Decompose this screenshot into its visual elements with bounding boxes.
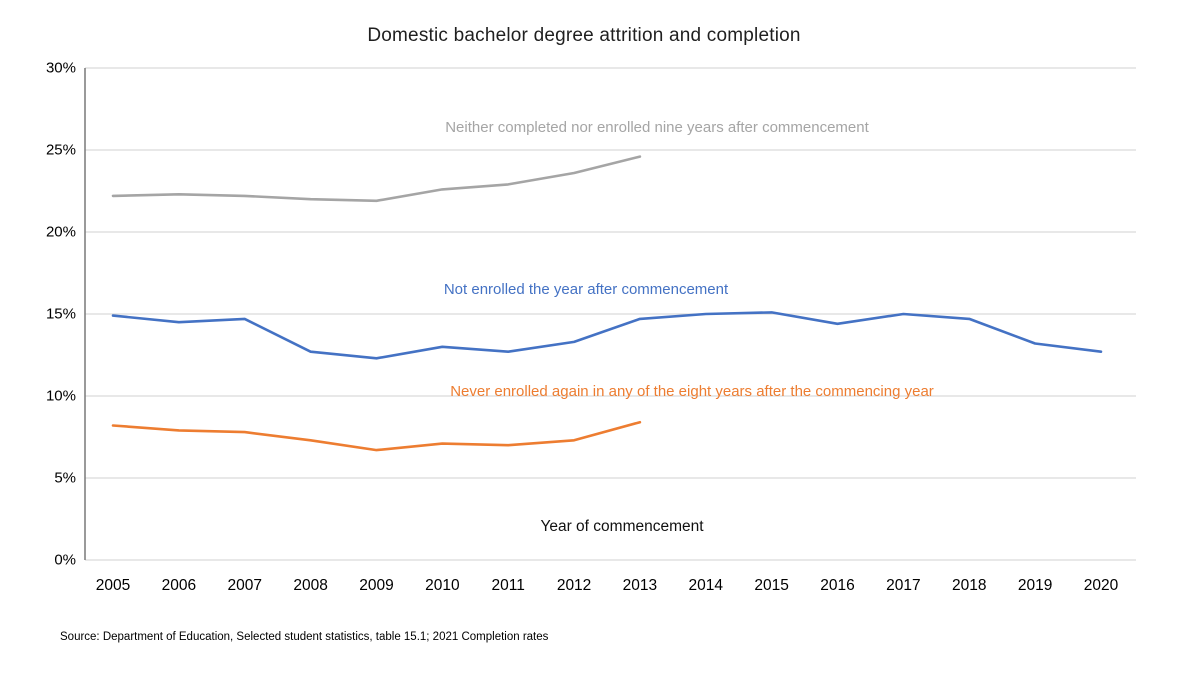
- y-tick-label: 5%: [54, 469, 76, 487]
- x-tick-label: 2005: [95, 577, 131, 594]
- series-line: [111, 155, 642, 203]
- series-label-neither-completed-nor-enrolled: Neither completed nor enrolled nine year…: [445, 119, 869, 136]
- x-axis-title: Year of commencement: [540, 518, 704, 535]
- series-label-not-enrolled-year-after: Not enrolled the year after commencement: [443, 281, 729, 298]
- x-tick-label: 2017: [886, 577, 921, 594]
- y-tick-label: 20%: [45, 223, 76, 241]
- x-tick-label: 2009: [359, 577, 394, 594]
- source-note: Source: Department of Education, Selecte…: [60, 631, 549, 643]
- y-tick-label: 15%: [45, 305, 76, 323]
- x-tick-label: 2016: [820, 577, 855, 594]
- x-tick-label: 2011: [491, 577, 525, 594]
- chart-title: Domestic bachelor degree attrition and c…: [367, 25, 801, 46]
- series-line: [111, 420, 642, 452]
- x-tick-label: 2015: [754, 577, 789, 594]
- x-tick-label: 2010: [425, 577, 460, 594]
- x-tick-label: 2019: [1017, 577, 1053, 594]
- y-tick-label: 0%: [54, 551, 76, 569]
- series-label-never-enrolled-again: Never enrolled again in any of the eight…: [450, 383, 934, 400]
- x-tick-label: 2007: [227, 577, 262, 594]
- series-line: [111, 311, 1103, 360]
- x-tick-label: 2018: [952, 577, 987, 594]
- y-tick-label: 30%: [45, 59, 76, 77]
- x-tick-label: 2012: [556, 577, 592, 594]
- x-tick-label: 2014: [688, 577, 724, 594]
- x-tick-label: 2006: [161, 577, 197, 594]
- x-tick-label: 2020: [1083, 577, 1119, 594]
- x-tick-label: 2013: [622, 577, 658, 594]
- y-tick-label: 25%: [45, 141, 76, 159]
- x-tick-label: 2008: [293, 577, 328, 594]
- y-tick-label: 10%: [45, 387, 76, 405]
